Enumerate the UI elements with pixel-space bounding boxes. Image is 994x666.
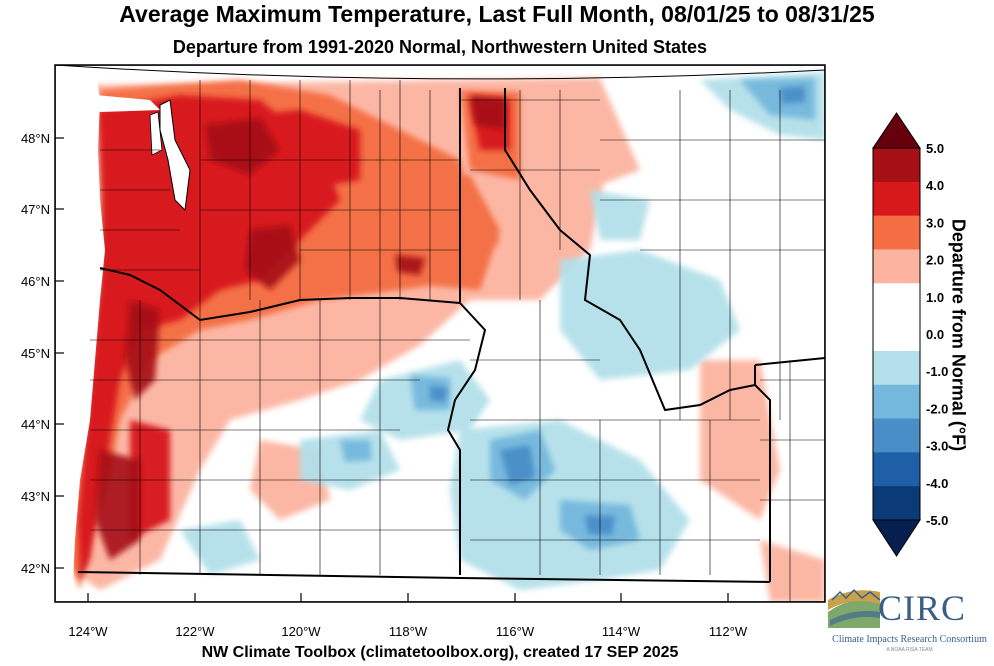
colorbar-segment [873, 452, 920, 487]
lon-label: 116°W [496, 624, 535, 639]
colorbar-segment [873, 350, 920, 386]
map-footer: NW Climate Toolbox (climatetoolbox.org),… [201, 644, 679, 661]
lat-label: 45°N [21, 346, 50, 361]
colorbar-segment [873, 486, 920, 521]
lat-label: 42°N [21, 561, 50, 576]
lat-ticks [55, 137, 64, 569]
colorbar-segment [873, 418, 920, 453]
lon-ticks [87, 593, 729, 602]
colorbar: 5.0 4.0 3.0 2.0 1.0 0.0 -1.0 -2.0 -3.0 -4.0 -5.0 [872, 112, 948, 557]
colorbar-tick-label: -2.0 [926, 401, 948, 416]
lat-label: 48°N [21, 131, 50, 146]
state-boundaries [77, 88, 825, 583]
colorbar-tick-label: -4.0 [926, 476, 948, 491]
temperature-departure-field [55, 65, 825, 602]
map-subtitle: Departure from 1991-2020 Normal, Northwe… [172, 37, 708, 57]
colorbar-tick-label: 3.0 [926, 215, 944, 230]
colorbar-tick-label: 2.0 [926, 253, 944, 268]
lon-label: 114°W [602, 624, 641, 639]
map-frame [54, 64, 826, 603]
lon-label: 112°W [709, 624, 748, 639]
lat-label: 46°N [21, 274, 50, 289]
county-boundaries [90, 80, 825, 602]
map-title: Average Maximum Temperature, Last Full M… [119, 1, 875, 27]
colorbar-tick-label: 1.0 [926, 290, 944, 305]
colorbar-tick-label: 5.0 [926, 141, 944, 156]
colorbar-segment [873, 317, 920, 352]
lat-label: 43°N [21, 489, 50, 504]
lat-labels: 48°N 47°N 46°N 45°N 44°N 43°N 42°N [21, 131, 50, 576]
colorbar-segment [873, 384, 920, 420]
lon-label: 122°W [175, 624, 215, 639]
colorbar-bottom-triangle [873, 520, 920, 556]
circ-logo-name: CIRC [878, 588, 967, 628]
colorbar-tick-label: 0.0 [926, 327, 944, 342]
colorbar-tick-label: -3.0 [926, 439, 948, 454]
circ-logo-tagline: A NOAA RISA TEAM [886, 647, 933, 653]
lon-label: 124°W [68, 624, 108, 639]
colorbar-top-triangle [873, 113, 920, 148]
circ-logo-graphic [828, 588, 881, 628]
colorbar-segment [873, 181, 920, 217]
colorbar-segment [873, 215, 920, 250]
lat-label: 47°N [21, 202, 50, 217]
colorbar-segment [873, 283, 920, 318]
lon-label: 118°W [389, 624, 428, 639]
lon-labels: 124°W 122°W 120°W 118°W 116°W 114°W 112°… [68, 624, 747, 639]
lat-label: 44°N [21, 417, 50, 432]
colorbar-tick-label: -5.0 [926, 513, 948, 528]
lon-label: 120°W [281, 624, 321, 639]
colorbar-segment [873, 249, 920, 284]
colorbar-tick-label: -1.0 [926, 364, 948, 379]
colorbar-segment [873, 148, 920, 183]
colorbar-tick-label: 4.0 [926, 178, 944, 193]
colorbar-title: Departure from Normal (°F) [948, 218, 969, 452]
circ-logo-subtitle: Climate Impacts Research Consortium [832, 634, 987, 645]
